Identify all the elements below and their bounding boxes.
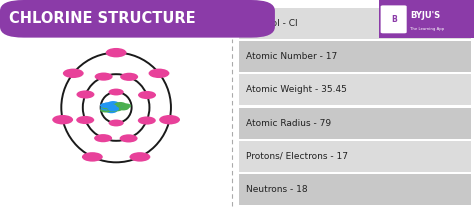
Circle shape [100, 105, 112, 111]
Text: BYJU'S: BYJU'S [410, 11, 440, 20]
Text: Symbol - Cl: Symbol - Cl [246, 19, 298, 28]
Circle shape [108, 106, 119, 111]
Text: Neutrons - 18: Neutrons - 18 [246, 185, 308, 194]
Circle shape [118, 105, 129, 111]
Circle shape [148, 69, 169, 78]
Circle shape [107, 107, 118, 112]
Text: Atomic Weight - 35.45: Atomic Weight - 35.45 [246, 85, 347, 94]
Circle shape [100, 103, 111, 108]
Circle shape [107, 105, 118, 111]
Circle shape [82, 152, 103, 162]
Circle shape [115, 102, 126, 107]
Circle shape [109, 105, 121, 110]
Circle shape [120, 73, 138, 81]
Circle shape [101, 104, 112, 109]
Circle shape [112, 103, 124, 108]
Circle shape [112, 103, 123, 108]
Text: Protons/ Electrons - 17: Protons/ Electrons - 17 [246, 152, 348, 161]
Circle shape [103, 102, 114, 107]
Circle shape [138, 91, 156, 99]
Circle shape [119, 134, 137, 143]
Circle shape [112, 105, 123, 110]
Text: B: B [391, 15, 397, 24]
Circle shape [100, 107, 111, 112]
FancyBboxPatch shape [239, 141, 471, 172]
Circle shape [63, 69, 84, 78]
Text: Atomic Number - 17: Atomic Number - 17 [246, 52, 338, 61]
FancyBboxPatch shape [239, 8, 471, 39]
Text: The Learning App: The Learning App [410, 27, 444, 31]
Circle shape [110, 105, 121, 110]
Circle shape [76, 116, 94, 124]
Circle shape [109, 103, 121, 108]
Circle shape [159, 115, 180, 124]
Circle shape [106, 108, 117, 113]
FancyBboxPatch shape [239, 74, 471, 105]
Circle shape [94, 134, 112, 142]
Circle shape [106, 48, 127, 57]
Circle shape [108, 101, 119, 106]
Circle shape [52, 115, 73, 124]
FancyBboxPatch shape [239, 41, 471, 72]
Text: CHLORINE STRUCTURE: CHLORINE STRUCTURE [9, 11, 195, 26]
FancyBboxPatch shape [379, 0, 474, 38]
Text: Atomic Radius - 79: Atomic Radius - 79 [246, 119, 332, 127]
Circle shape [109, 120, 124, 126]
FancyBboxPatch shape [239, 174, 471, 205]
FancyBboxPatch shape [0, 0, 275, 38]
Circle shape [111, 106, 122, 111]
Circle shape [138, 117, 156, 125]
Circle shape [120, 103, 131, 109]
Circle shape [109, 89, 124, 95]
Circle shape [105, 104, 117, 109]
Circle shape [106, 103, 118, 109]
Circle shape [129, 152, 150, 162]
Circle shape [111, 103, 123, 108]
Circle shape [106, 104, 117, 110]
Circle shape [101, 104, 113, 109]
Circle shape [95, 72, 113, 81]
FancyBboxPatch shape [239, 108, 471, 139]
Circle shape [76, 90, 94, 98]
FancyBboxPatch shape [381, 5, 407, 33]
Circle shape [111, 105, 122, 110]
